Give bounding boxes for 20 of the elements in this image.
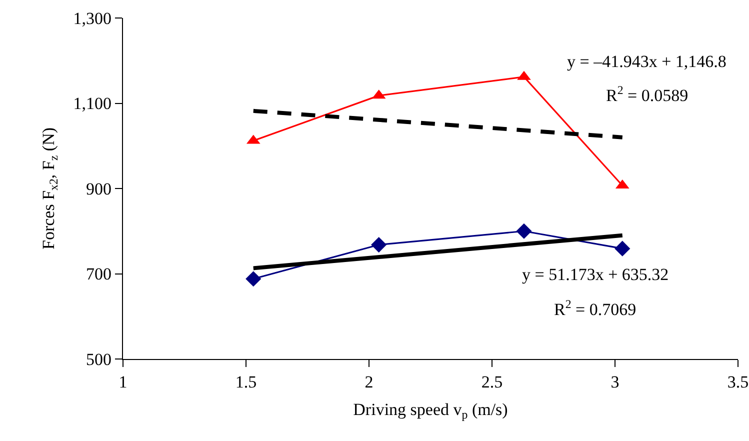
point — [371, 236, 387, 253]
y-tick-label: 500 — [86, 350, 112, 369]
annotation: R$^{2}$ = 0.7069 — [554, 297, 636, 320]
x-tick-label: 1 — [118, 372, 128, 392]
x-tick-label: 3.5 — [727, 372, 749, 392]
annotation: R$^{2}$ = 0.0589 — [606, 83, 688, 106]
point — [614, 240, 630, 256]
x-axis-title: Driving speed v$_{p}$ (m/s) — [353, 400, 508, 422]
x-tick-label: 2.5 — [481, 372, 503, 392]
y-tick-label: 1,100 — [73, 94, 112, 114]
annotation: y = 51.173x + 635.32 — [522, 265, 669, 284]
x-tick-label: 2 — [364, 372, 374, 392]
x-tick-label: 3 — [610, 372, 620, 392]
point — [516, 223, 532, 239]
x-tick-label: 1.5 — [235, 372, 257, 392]
y-tick-label: 1,300 — [73, 8, 112, 28]
point — [246, 271, 262, 287]
y-tick-label: 900 — [86, 179, 112, 198]
annotation: y = –41.943x + 1,146.8 — [567, 52, 726, 71]
y-tick-label: 700 — [86, 264, 112, 284]
